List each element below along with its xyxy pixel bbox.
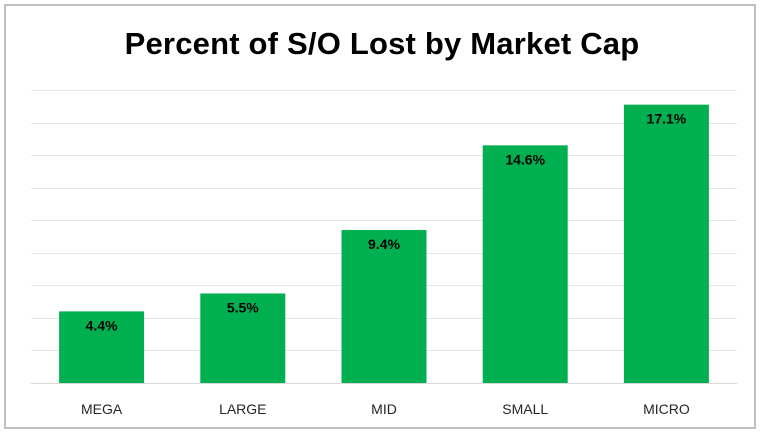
data-label-micro: 17.1% (647, 111, 687, 127)
bars (59, 104, 709, 384)
category-label-small: SMALL (502, 401, 548, 417)
bar-mid (341, 229, 427, 383)
chart-title: Percent of S/O Lost by Market Cap (124, 26, 640, 61)
data-label-mid: 9.4% (368, 236, 400, 252)
category-labels: MEGA LARGE MID SMALL MICRO (81, 401, 690, 417)
category-label-large: LARGE (219, 401, 266, 417)
data-label-small: 14.6% (505, 151, 545, 167)
data-labels: 4.4% 5.5% 9.4% 14.6% 17.1% (86, 111, 687, 334)
category-label-mid: MID (371, 401, 397, 417)
bar-micro (623, 104, 709, 384)
data-label-large: 5.5% (227, 299, 259, 315)
data-label-mega: 4.4% (86, 317, 118, 333)
category-label-micro: MICRO (643, 401, 690, 417)
category-label-mega: MEGA (81, 401, 123, 417)
bar-mega (59, 311, 145, 383)
bar-small (482, 145, 568, 383)
bar-large (200, 293, 286, 383)
